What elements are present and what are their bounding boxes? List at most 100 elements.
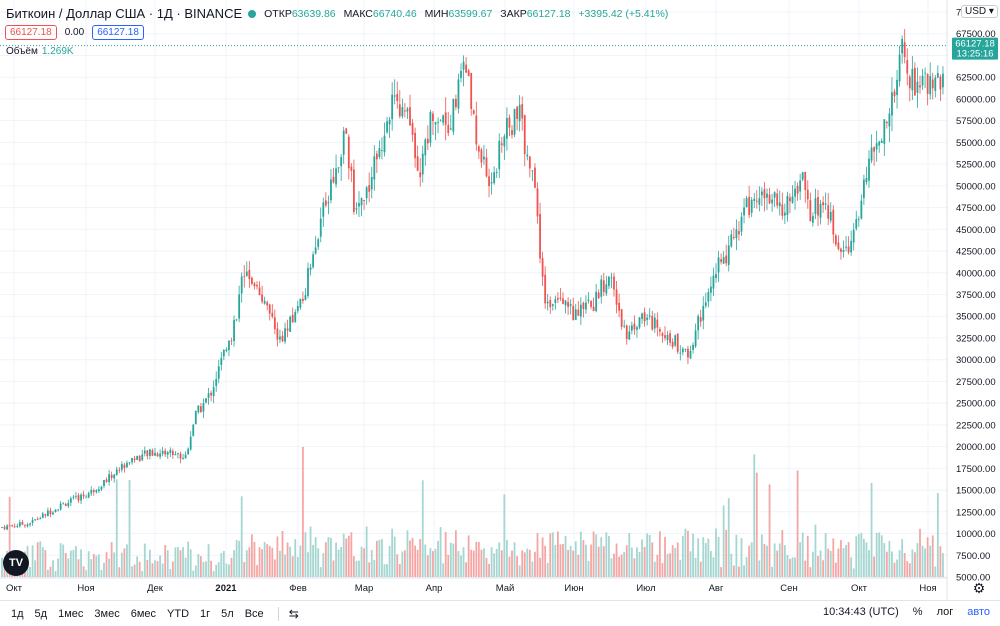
- time-tick: Окт: [851, 583, 868, 594]
- timeframe-1[interactable]: 5д: [34, 607, 48, 620]
- volume-bar: [92, 553, 95, 577]
- candle-body: [21, 521, 24, 525]
- candle-body: [483, 156, 485, 160]
- volume-bar: [636, 547, 638, 577]
- candle-body: [541, 258, 544, 277]
- candle-body: [210, 392, 212, 396]
- candle-body: [585, 302, 587, 310]
- volume-bar: [794, 557, 796, 577]
- candle-body: [590, 300, 592, 307]
- volume-bar: [745, 557, 748, 577]
- trade-pills: 66127.18 0.00 66127.18: [5, 25, 144, 40]
- volume-bar: [217, 562, 220, 577]
- auto-toggle[interactable]: авто: [967, 606, 990, 618]
- candle-body: [743, 207, 745, 216]
- volume-bar: [52, 560, 54, 577]
- volume-bar: [827, 548, 830, 577]
- timeframe-2[interactable]: 1мес: [58, 607, 84, 620]
- volume-bar: [29, 567, 31, 577]
- timeframe-buttons: 1д 5д 1мес 3мес 6мес YTD 1г 5л Все: [0, 608, 264, 620]
- volume-bar: [656, 554, 659, 577]
- candle-body: [806, 189, 809, 200]
- volume-bar: [891, 551, 893, 577]
- volume-bar: [896, 559, 898, 577]
- timeframe-4[interactable]: 6мес: [130, 607, 157, 620]
- candle-body: [409, 107, 411, 126]
- candle-body: [664, 335, 666, 339]
- price-chart[interactable]: 70000.0067500.0065000.0062500.0060000.00…: [0, 0, 1000, 600]
- symbol-title[interactable]: Биткоин / Доллар США · 1Д · BINANCE: [6, 6, 243, 21]
- price-tick: 20000.00: [956, 442, 996, 453]
- candle-body: [837, 242, 840, 250]
- candle-body: [164, 450, 167, 455]
- candle-body: [452, 99, 455, 132]
- volume-bar: [847, 542, 850, 577]
- currency-button[interactable]: USD ▾: [961, 5, 998, 18]
- timeframe-5[interactable]: YTD: [167, 607, 190, 620]
- volume-bar: [113, 552, 116, 577]
- candle-body: [442, 115, 445, 123]
- candle-body: [939, 76, 942, 90]
- candle-body: [281, 335, 284, 342]
- volume-bar: [353, 556, 355, 577]
- timeframe-6[interactable]: 1г: [200, 607, 211, 620]
- go-to-date-icon[interactable]: ⇆: [288, 606, 299, 621]
- candle-body: [324, 200, 327, 206]
- candle-body: [735, 229, 738, 239]
- candle-body: [87, 493, 90, 498]
- volume-bar: [177, 547, 179, 577]
- volume-bar: [789, 559, 791, 577]
- volume-bar: [439, 527, 442, 577]
- candle-body: [523, 115, 526, 154]
- volume-bar: [574, 541, 577, 577]
- candle-body: [291, 314, 294, 323]
- volume-bar: [105, 552, 108, 577]
- timeframe-7[interactable]: 5л: [221, 607, 234, 620]
- candle-body: [432, 113, 434, 122]
- tradingview-logo-icon[interactable]: TV: [3, 550, 29, 576]
- candle-body: [128, 462, 131, 464]
- volume-bar: [294, 539, 297, 577]
- volume-bar: [600, 537, 603, 577]
- candle-body: [62, 503, 65, 505]
- candle-body: [416, 156, 419, 171]
- candle-body: [3, 526, 6, 530]
- volume-bar: [870, 482, 873, 577]
- candle-body: [539, 213, 541, 259]
- volume-bar: [562, 543, 564, 577]
- timeframe-8[interactable]: Все: [244, 607, 264, 620]
- candle-body: [75, 495, 77, 497]
- volume-bar: [748, 545, 751, 577]
- sell-button[interactable]: 66127.18: [5, 25, 57, 40]
- candle-body: [31, 520, 34, 523]
- buy-button[interactable]: 66127.18: [92, 25, 144, 40]
- volume-bar: [41, 547, 44, 577]
- clock-timezone[interactable]: 10:34:43 (UTC): [822, 606, 899, 618]
- candle-body: [722, 257, 725, 264]
- candle-body: [358, 203, 360, 207]
- log-toggle[interactable]: лог: [936, 606, 954, 618]
- volume-bar: [322, 553, 325, 577]
- volume-legend[interactable]: Объём 1.269K: [6, 46, 74, 57]
- volume-bar: [98, 554, 100, 577]
- percent-toggle[interactable]: %: [912, 606, 923, 618]
- candle-body: [653, 317, 656, 329]
- candle-body: [771, 199, 773, 204]
- timeframe-0[interactable]: 1д: [11, 607, 24, 620]
- candle-body: [6, 525, 8, 530]
- volume-bar: [840, 540, 842, 577]
- candle-body: [628, 331, 631, 340]
- gear-icon[interactable]: ⚙: [972, 580, 986, 596]
- candle-body: [414, 132, 416, 159]
- candle-body: [72, 496, 75, 498]
- candle-body: [477, 146, 480, 152]
- volume-bar: [133, 564, 136, 577]
- timeframe-3[interactable]: 3мес: [94, 607, 120, 620]
- volume-bar: [539, 557, 541, 577]
- volume-bar: [383, 564, 386, 577]
- candle-body: [340, 157, 343, 167]
- volume-bar: [164, 545, 167, 577]
- time-tick: 2021: [215, 583, 237, 594]
- volume-bar: [924, 548, 926, 577]
- candle-body: [516, 106, 518, 119]
